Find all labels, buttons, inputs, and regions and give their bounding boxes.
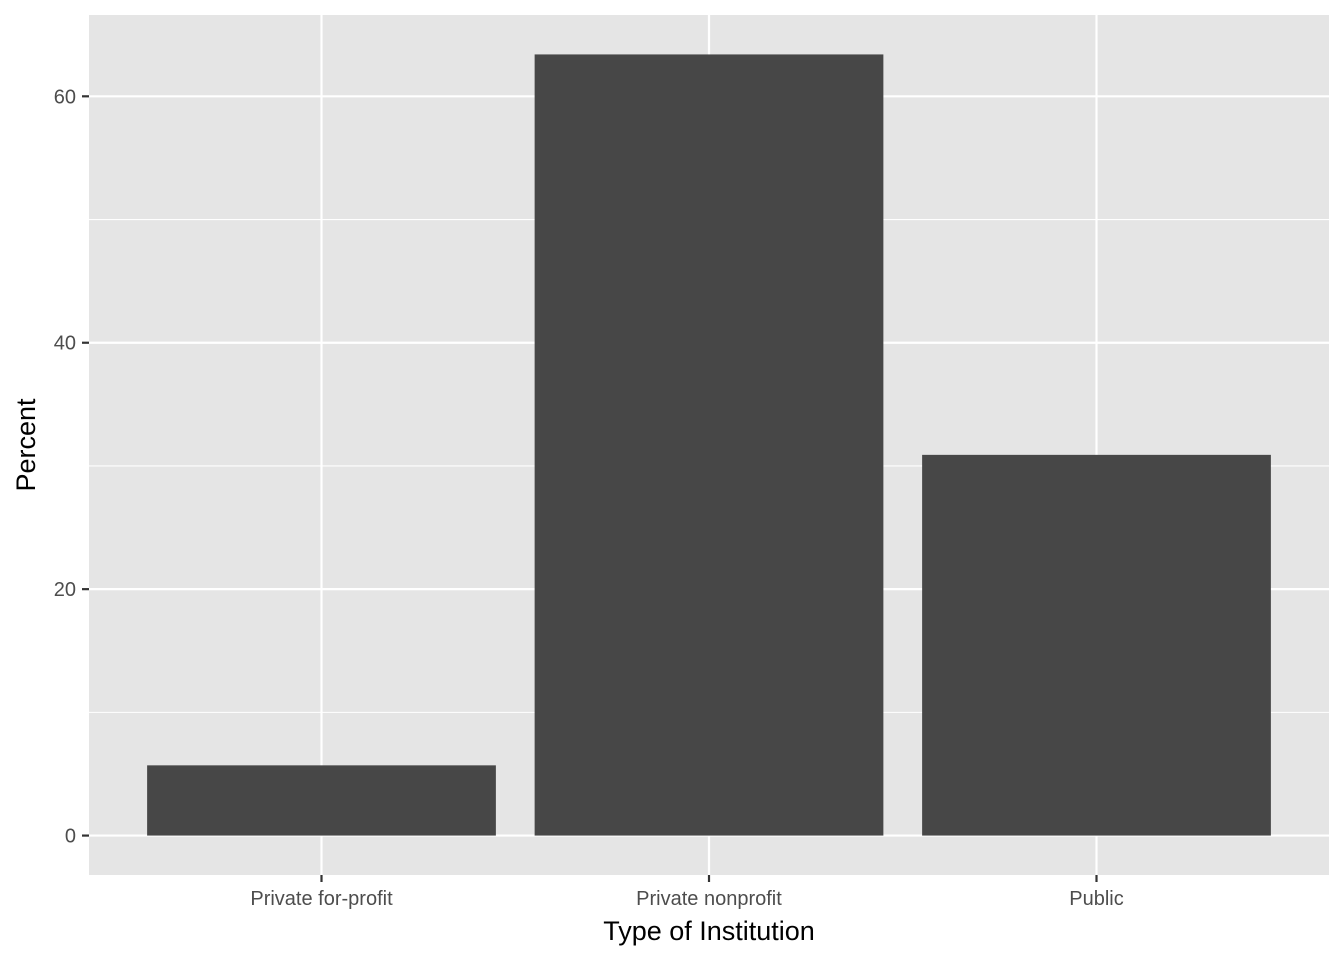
- bar: [922, 454, 1271, 836]
- x-axis-title: Type of Institution: [603, 916, 815, 946]
- bar: [534, 54, 884, 836]
- x-tick-label: Private nonprofit: [636, 888, 782, 910]
- y-axis: 0 20 40 60: [54, 86, 89, 848]
- y-tick-label: 60: [54, 86, 76, 108]
- y-tick-label: 0: [65, 826, 76, 848]
- bar: [147, 765, 496, 836]
- x-tick-label: Private for-profit: [250, 888, 393, 910]
- bars: [147, 54, 1271, 836]
- x-tick-label: Public: [1069, 888, 1123, 910]
- y-tick-label: 20: [54, 579, 76, 601]
- x-axis: Private for-profit Private nonprofit Publi…: [250, 875, 1124, 910]
- y-tick-label: 40: [54, 333, 76, 355]
- y-axis-title: Percent: [11, 398, 41, 492]
